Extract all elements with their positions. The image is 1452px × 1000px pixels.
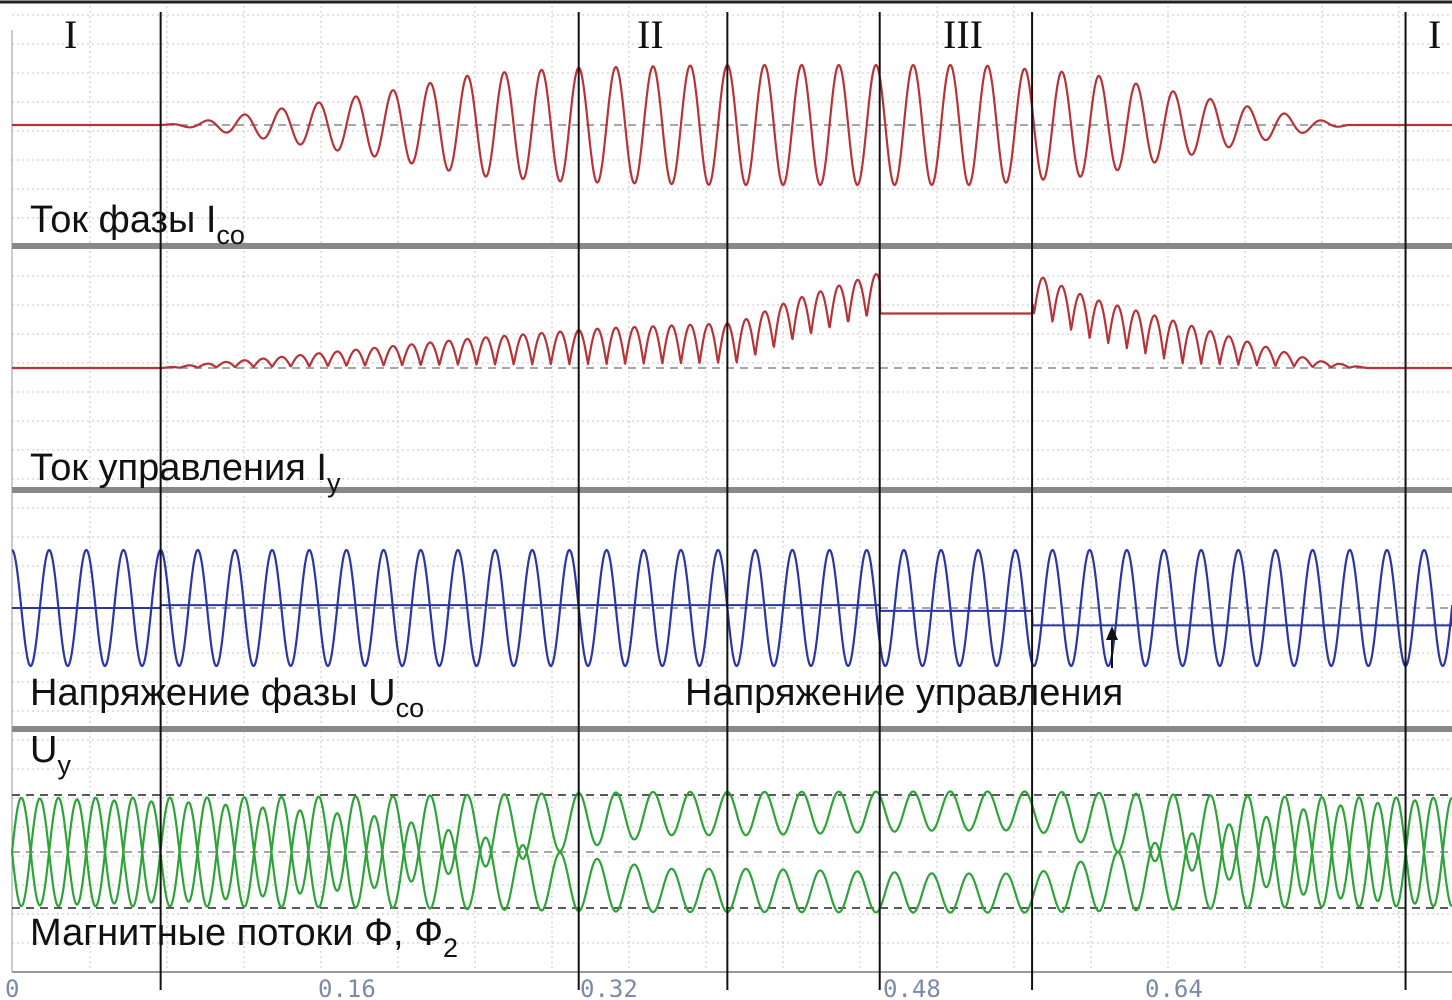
panel-separator-2: [12, 487, 1452, 493]
arrow-annotation: [1106, 626, 1118, 668]
trace-flux-2: [10, 796, 1452, 914]
x-tick-2: 0.32: [580, 975, 638, 1000]
trace-flux-1: [10, 790, 1452, 908]
panel-separator-1: [12, 243, 1452, 249]
phase-voltage-label: Напряжение фазы Uco: [30, 672, 424, 723]
zone-label-1: I: [64, 12, 77, 57]
phase-current-label: Ток фазы Ico: [30, 199, 245, 250]
zone-label-3: III: [943, 12, 983, 57]
zone-label-4: I: [1428, 12, 1441, 57]
control-current-label: Ток управления Iy: [30, 447, 341, 498]
control-voltage-label: Напряжение управления: [685, 672, 1123, 714]
trace-phase-current: [11, 63, 1452, 187]
panel-separator-3: [12, 726, 1452, 732]
control-voltage-symbol: Uy: [30, 729, 71, 780]
magnetic-flux-label: Магнитные потоки Ф, Ф2: [30, 912, 458, 963]
x-tick-1: 0.16: [318, 975, 376, 1000]
x-tick-4: 0.64: [1145, 975, 1203, 1000]
x-tick-0: 0: [5, 975, 19, 1000]
x-tick-3: 0.48: [883, 975, 941, 1000]
zone-boundaries: [159, 12, 1407, 990]
panel-separators: [12, 243, 1452, 973]
grid: [0, 0, 1452, 973]
trace-phase-voltage: [11, 548, 1452, 668]
traces: [10, 63, 1452, 914]
zone-label-2: II: [637, 12, 664, 57]
trace-control-voltage: [11, 604, 1452, 627]
trace-control-current: [11, 273, 1452, 370]
